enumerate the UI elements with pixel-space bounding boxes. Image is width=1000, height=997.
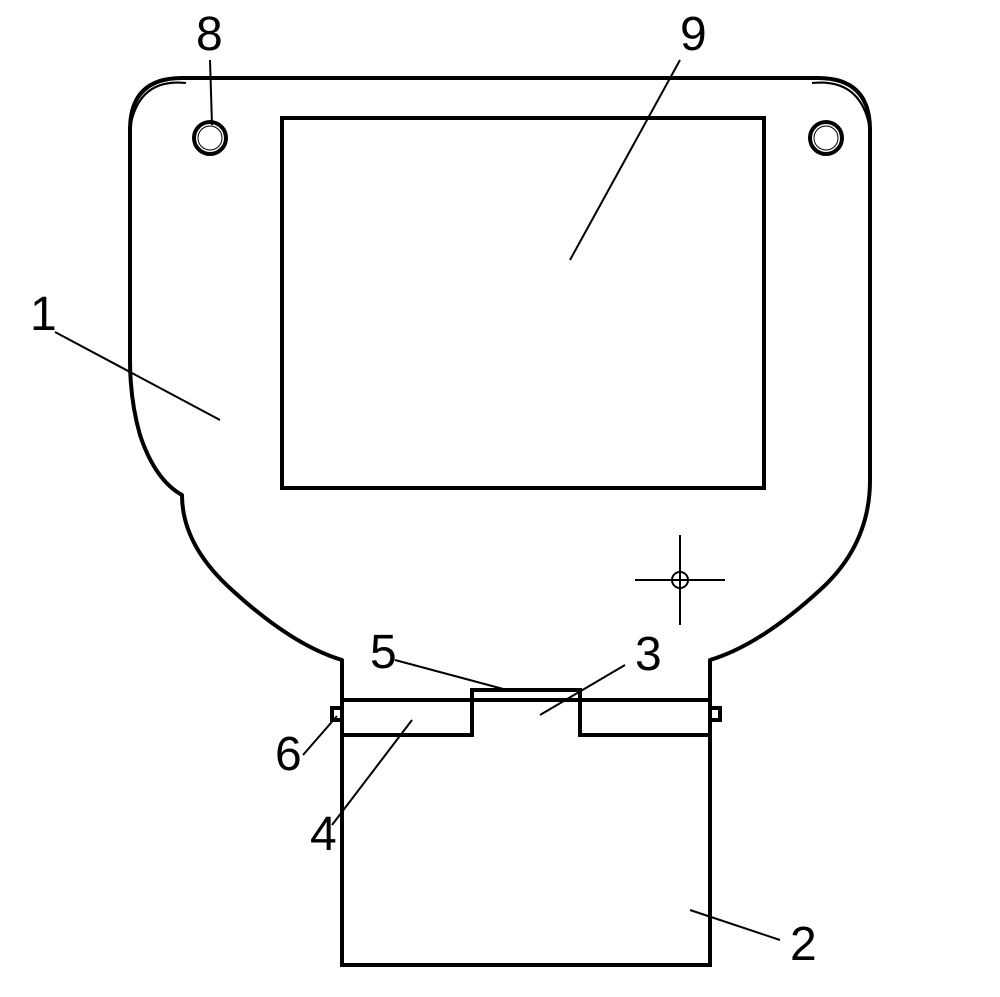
label-6: 6 xyxy=(275,728,302,781)
label-8: 8 xyxy=(196,8,223,61)
canvas-bg xyxy=(0,0,1000,997)
label-3: 3 xyxy=(635,628,662,681)
label-5: 5 xyxy=(370,626,397,679)
label-2: 2 xyxy=(790,918,817,971)
label-4: 4 xyxy=(310,808,337,861)
label-9: 9 xyxy=(680,8,707,61)
label-1: 1 xyxy=(30,288,57,341)
